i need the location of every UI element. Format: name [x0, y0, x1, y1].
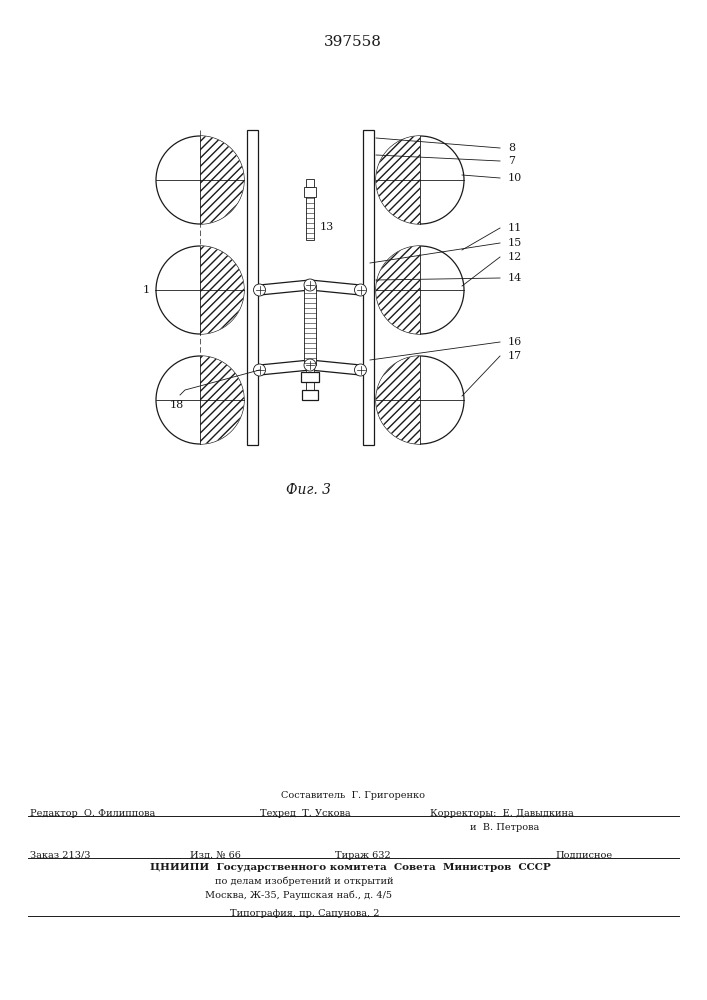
- Text: Фиг. 3: Фиг. 3: [286, 483, 330, 497]
- Text: 13: 13: [320, 222, 334, 232]
- Wedge shape: [200, 356, 244, 444]
- Text: 15: 15: [508, 238, 522, 248]
- Text: 10: 10: [508, 173, 522, 183]
- Text: Техред  Т. Ускова: Техред Т. Ускова: [260, 809, 351, 818]
- Circle shape: [376, 356, 464, 444]
- Text: 16: 16: [508, 337, 522, 347]
- Circle shape: [254, 284, 266, 296]
- Circle shape: [376, 246, 464, 334]
- Wedge shape: [376, 136, 420, 224]
- Text: Корректоры:  Е. Давыдкина: Корректоры: Е. Давыдкина: [430, 809, 574, 818]
- Bar: [304, 285, 316, 365]
- Text: Москва, Ж-35, Раушская наб., д. 4/5: Москва, Ж-35, Раушская наб., д. 4/5: [205, 890, 392, 900]
- Wedge shape: [200, 136, 244, 224]
- Text: 18: 18: [170, 400, 184, 410]
- Text: Изд. № 66: Изд. № 66: [190, 851, 241, 860]
- Text: 7: 7: [508, 156, 515, 166]
- Wedge shape: [376, 356, 420, 444]
- Bar: [301, 372, 319, 382]
- Bar: [306, 195, 314, 240]
- Polygon shape: [310, 280, 361, 295]
- Text: по делам изобретений и открытий: по делам изобретений и открытий: [215, 876, 394, 886]
- Circle shape: [304, 279, 316, 291]
- Bar: [363, 130, 373, 445]
- Bar: [306, 365, 314, 400]
- Polygon shape: [259, 360, 310, 375]
- Text: Типография, пр. Сапунова, 2: Типография, пр. Сапунова, 2: [230, 909, 380, 918]
- Text: Подписное: Подписное: [555, 851, 612, 860]
- Bar: [302, 390, 318, 400]
- Circle shape: [304, 359, 316, 371]
- Circle shape: [354, 364, 366, 376]
- Text: Тираж 632: Тираж 632: [335, 851, 391, 860]
- Text: 8: 8: [508, 143, 515, 153]
- Text: 14: 14: [508, 273, 522, 283]
- Text: 1: 1: [143, 285, 150, 295]
- Bar: [247, 130, 257, 445]
- Bar: [306, 179, 314, 187]
- Text: 11: 11: [508, 223, 522, 233]
- Text: Редактор  О. Филиппова: Редактор О. Филиппова: [30, 809, 156, 818]
- Text: Составитель  Г. Григоренко: Составитель Г. Григоренко: [281, 791, 425, 800]
- Wedge shape: [376, 246, 420, 334]
- Wedge shape: [200, 246, 244, 334]
- Circle shape: [156, 356, 244, 444]
- Text: 17: 17: [508, 351, 522, 361]
- Circle shape: [156, 246, 244, 334]
- Text: 397558: 397558: [324, 35, 382, 49]
- Circle shape: [156, 136, 244, 224]
- Text: 12: 12: [508, 252, 522, 262]
- Text: и  В. Петрова: и В. Петрова: [470, 823, 539, 832]
- Circle shape: [354, 284, 366, 296]
- Text: Заказ 213/3: Заказ 213/3: [30, 851, 90, 860]
- Text: ЦНИИПИ  Государственного комитета  Совета  Министров  СССР: ЦНИИПИ Государственного комитета Совета …: [150, 863, 551, 872]
- Circle shape: [376, 136, 464, 224]
- Circle shape: [254, 364, 266, 376]
- Polygon shape: [259, 280, 310, 295]
- Bar: [304, 187, 316, 197]
- Polygon shape: [310, 360, 361, 375]
